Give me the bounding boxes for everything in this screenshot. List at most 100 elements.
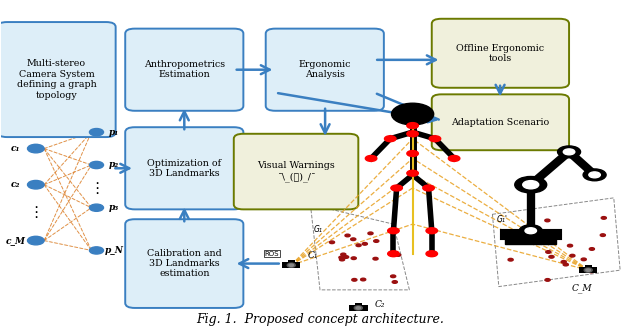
Circle shape xyxy=(521,230,526,233)
Circle shape xyxy=(351,238,356,241)
Circle shape xyxy=(28,144,44,153)
FancyBboxPatch shape xyxy=(0,22,116,137)
Text: Adaptation Scenario: Adaptation Scenario xyxy=(451,118,550,127)
Text: p₂: p₂ xyxy=(109,160,120,170)
Circle shape xyxy=(90,204,104,211)
FancyBboxPatch shape xyxy=(585,265,591,267)
Circle shape xyxy=(339,256,344,259)
FancyBboxPatch shape xyxy=(234,134,358,209)
Text: Calibration and
3D Landmarks
estimation: Calibration and 3D Landmarks estimation xyxy=(147,249,221,279)
Circle shape xyxy=(519,179,542,191)
Circle shape xyxy=(557,146,580,158)
Text: Visual Warnings
¯\_(ツ)_/¯: Visual Warnings ¯\_(ツ)_/¯ xyxy=(257,161,335,182)
Circle shape xyxy=(374,240,379,242)
Text: ⋮: ⋮ xyxy=(28,205,44,220)
Circle shape xyxy=(340,253,346,256)
Circle shape xyxy=(388,228,399,234)
Text: Anthropometrics
Estimation: Anthropometrics Estimation xyxy=(144,60,225,80)
Circle shape xyxy=(508,258,513,261)
Circle shape xyxy=(407,123,419,128)
Text: C₂: C₂ xyxy=(374,300,385,309)
FancyBboxPatch shape xyxy=(432,19,569,88)
Circle shape xyxy=(373,257,378,260)
Circle shape xyxy=(549,255,554,258)
Circle shape xyxy=(525,228,536,234)
Circle shape xyxy=(392,281,397,283)
Circle shape xyxy=(586,269,591,271)
Text: p₁: p₁ xyxy=(109,128,120,137)
FancyBboxPatch shape xyxy=(355,303,362,305)
Text: ROS: ROS xyxy=(265,251,279,257)
Circle shape xyxy=(330,241,335,244)
Text: p₃: p₃ xyxy=(109,203,120,212)
Text: Optimization of
3D Landmarks: Optimization of 3D Landmarks xyxy=(147,159,221,178)
Circle shape xyxy=(515,177,547,193)
Circle shape xyxy=(362,243,367,245)
FancyBboxPatch shape xyxy=(125,219,243,308)
Text: p_N: p_N xyxy=(105,246,124,255)
Circle shape xyxy=(556,233,561,236)
Circle shape xyxy=(600,234,605,237)
Circle shape xyxy=(545,279,550,281)
Circle shape xyxy=(90,247,104,254)
Circle shape xyxy=(352,279,357,281)
Circle shape xyxy=(423,185,435,191)
Circle shape xyxy=(589,172,600,178)
Circle shape xyxy=(344,256,349,258)
Circle shape xyxy=(519,225,542,237)
Circle shape xyxy=(512,232,517,235)
Circle shape xyxy=(339,258,344,261)
Circle shape xyxy=(583,169,606,181)
Text: Multi-stereo
Camera System
defining a graph
topology: Multi-stereo Camera System defining a gr… xyxy=(17,59,97,100)
FancyBboxPatch shape xyxy=(432,94,569,150)
FancyBboxPatch shape xyxy=(125,29,243,111)
Circle shape xyxy=(90,161,104,169)
Circle shape xyxy=(449,155,460,161)
Circle shape xyxy=(365,155,377,161)
FancyBboxPatch shape xyxy=(266,29,384,111)
Circle shape xyxy=(546,251,551,253)
Text: Ergonomic
Analysis: Ergonomic Analysis xyxy=(298,60,351,80)
Text: C_M: C_M xyxy=(572,283,592,293)
Circle shape xyxy=(563,149,575,155)
Circle shape xyxy=(287,263,295,267)
Circle shape xyxy=(385,136,396,142)
Circle shape xyxy=(90,128,104,136)
Text: c₁: c₁ xyxy=(11,144,20,153)
Text: G₁': G₁' xyxy=(497,215,508,224)
Circle shape xyxy=(396,254,401,256)
Text: G₁: G₁ xyxy=(314,225,323,234)
Circle shape xyxy=(426,251,438,257)
Circle shape xyxy=(28,181,44,189)
Circle shape xyxy=(392,103,434,125)
Circle shape xyxy=(550,231,555,234)
Circle shape xyxy=(601,216,606,219)
Circle shape xyxy=(545,219,550,222)
FancyBboxPatch shape xyxy=(349,305,367,311)
Circle shape xyxy=(28,236,44,245)
Text: c₂: c₂ xyxy=(11,180,20,189)
Circle shape xyxy=(289,264,294,266)
Circle shape xyxy=(351,257,356,259)
Circle shape xyxy=(561,261,566,263)
Circle shape xyxy=(388,251,399,257)
Text: Offline Ergonomic
tools: Offline Ergonomic tools xyxy=(456,44,545,63)
Circle shape xyxy=(356,307,360,309)
Circle shape xyxy=(429,136,441,142)
Circle shape xyxy=(407,170,419,176)
Circle shape xyxy=(345,234,350,237)
Circle shape xyxy=(391,185,403,191)
Circle shape xyxy=(563,263,568,266)
Circle shape xyxy=(390,275,396,278)
Circle shape xyxy=(589,248,595,250)
FancyBboxPatch shape xyxy=(579,267,597,273)
FancyBboxPatch shape xyxy=(288,260,294,262)
Circle shape xyxy=(356,244,361,247)
Circle shape xyxy=(368,232,373,235)
Circle shape xyxy=(570,254,575,257)
Circle shape xyxy=(525,182,536,188)
Circle shape xyxy=(407,150,419,156)
Text: c_M: c_M xyxy=(5,236,26,245)
Circle shape xyxy=(568,244,573,247)
Circle shape xyxy=(355,306,362,310)
